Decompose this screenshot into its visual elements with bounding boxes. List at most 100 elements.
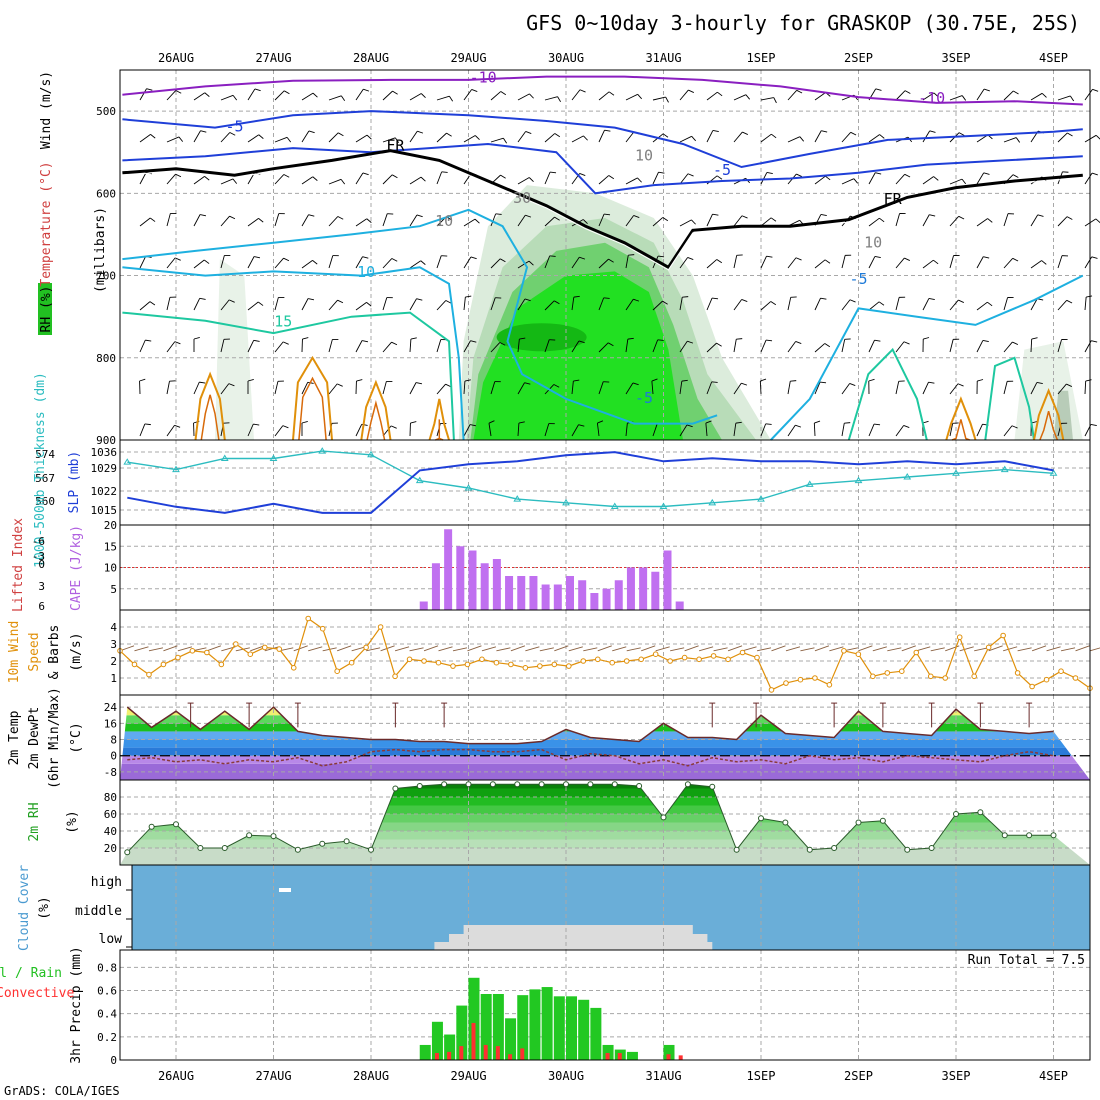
wind-barb xyxy=(463,218,476,227)
wind-barb-flag xyxy=(420,93,426,99)
rh-marker xyxy=(1001,832,1008,839)
wind-barb xyxy=(274,425,284,437)
wind-barb-flag xyxy=(741,382,748,386)
freezing-line xyxy=(122,149,1083,270)
wind-barb xyxy=(596,423,600,437)
wind-barb xyxy=(571,256,580,269)
rh-marker xyxy=(173,821,179,828)
wind-barb-flag xyxy=(579,256,586,260)
precip-legend-total: Total / Rain xyxy=(0,966,62,981)
wind-barb-flag xyxy=(1066,216,1073,220)
top-date-axis: 26AUG 27AUG 28AUG 29AUG 30AUG 31AUG 1SEP 2SEP 3S… xyxy=(158,51,1068,65)
chart-title: GFS 0~10day 3-hourly for GRASKOP (30.75E… xyxy=(526,11,1080,35)
wind-barb-flag xyxy=(253,423,260,426)
wind-barb xyxy=(382,137,396,143)
thickness-axis-label: 1000-500mb Thickness (dm) xyxy=(33,372,48,568)
temp-contour-warm-inner xyxy=(951,419,970,441)
temp-tick: 16 xyxy=(104,717,117,730)
wind-barb xyxy=(733,131,743,143)
rh2m-units: (%) xyxy=(65,810,80,833)
wind-speed-marker xyxy=(392,673,398,680)
wind-barb xyxy=(301,298,309,311)
wind-barb xyxy=(1084,297,1087,311)
wind-barb xyxy=(220,132,231,143)
wind-barb-flag xyxy=(903,425,910,429)
wind-barb-flag xyxy=(554,216,560,221)
pressure-time-panel: 500 600 700 800 900 -10 -10 -5 -5 -5 -5 10 15 FR FR 30 1… xyxy=(38,68,1100,447)
wind-speed-marker xyxy=(652,651,659,658)
wind-barb xyxy=(1057,95,1071,101)
wind-barb-flag xyxy=(1013,90,1019,95)
wind-barb xyxy=(598,381,604,395)
wind-speed-marker xyxy=(261,644,268,651)
wind-speed-marker xyxy=(1043,676,1050,683)
wind-barb xyxy=(922,382,929,395)
wind-barb-flag xyxy=(149,217,156,222)
wind-barb xyxy=(328,132,339,143)
wind-barb-flag xyxy=(471,89,478,93)
contour-label: 15 xyxy=(274,313,292,331)
contour-label: -10 xyxy=(470,68,497,86)
wind-barb-flag xyxy=(247,378,254,382)
wind-barb-flag xyxy=(144,423,151,426)
wind-barb xyxy=(274,381,279,395)
wind-barb xyxy=(193,130,201,143)
wind-barb-flag xyxy=(1095,134,1100,140)
wind-barb xyxy=(1084,172,1093,185)
wind-10m-panel: 1 2 3 4 10m Wind Speed & Barbs (m/s) xyxy=(7,609,1100,696)
wind-tick: 1 xyxy=(110,672,117,685)
wind-barb xyxy=(895,90,906,101)
wind-barb xyxy=(382,341,392,353)
wind-barb-flag xyxy=(637,177,642,183)
temp-contour-0 xyxy=(122,208,718,425)
bottom-date-label: 31AUG xyxy=(645,1069,681,1083)
precip-convective-bar xyxy=(495,1046,500,1060)
wind-barb xyxy=(355,424,363,437)
wind-barb-flag xyxy=(175,257,181,261)
surface-wind-barb xyxy=(308,646,323,652)
wind-barb xyxy=(274,341,284,353)
surface-wind-barb xyxy=(1075,645,1090,652)
wind-barb-flag xyxy=(254,256,261,259)
cape-tick: 20 xyxy=(104,519,117,532)
wind-barb-flag xyxy=(745,94,751,100)
wind-barb-flag xyxy=(308,130,315,134)
wind-speed-marker xyxy=(580,658,587,664)
wind-barb-flag xyxy=(337,132,344,137)
precip-tick: 0.6 xyxy=(97,985,117,998)
thickness-marker xyxy=(464,484,473,491)
precip-convective-bar xyxy=(617,1053,622,1060)
wind-speed-marker xyxy=(609,659,616,666)
cape-bar xyxy=(492,559,501,610)
wind-barb xyxy=(517,93,530,101)
wind-barb-flag xyxy=(741,299,748,303)
wind-barb xyxy=(517,177,530,185)
rh-marker xyxy=(563,781,569,788)
thickness-marker xyxy=(513,495,522,502)
wind-barb-flag xyxy=(821,130,828,133)
wind-barb xyxy=(409,382,417,395)
wind-tick: 3 xyxy=(110,638,117,651)
wind-speed-marker xyxy=(233,641,239,647)
slp-line xyxy=(127,451,1054,514)
wind-barb-flag xyxy=(232,95,238,101)
grads-credit: GrADS: COLA/IGES xyxy=(4,1084,120,1098)
thickness-marker xyxy=(172,465,180,473)
thickness-marker xyxy=(123,458,132,465)
temp-contour-warm xyxy=(1033,387,1065,441)
wind-barb xyxy=(895,341,905,353)
wind-barb-flag xyxy=(711,381,718,383)
wind-barb-flag xyxy=(362,172,369,176)
wind-barb-flag xyxy=(203,259,210,264)
wind-barb-flag xyxy=(904,173,911,178)
wind-barb xyxy=(1084,89,1093,101)
wind-barb-flag xyxy=(257,301,264,306)
wind-barb-flag xyxy=(607,342,614,347)
wind-barb-flag xyxy=(662,133,669,138)
rh-marker xyxy=(709,783,716,790)
wind-barb xyxy=(274,213,280,227)
wind-barb-flag xyxy=(868,378,875,382)
wind-barb xyxy=(598,297,605,311)
wind-barb xyxy=(679,424,688,437)
rh-band xyxy=(120,814,1090,823)
